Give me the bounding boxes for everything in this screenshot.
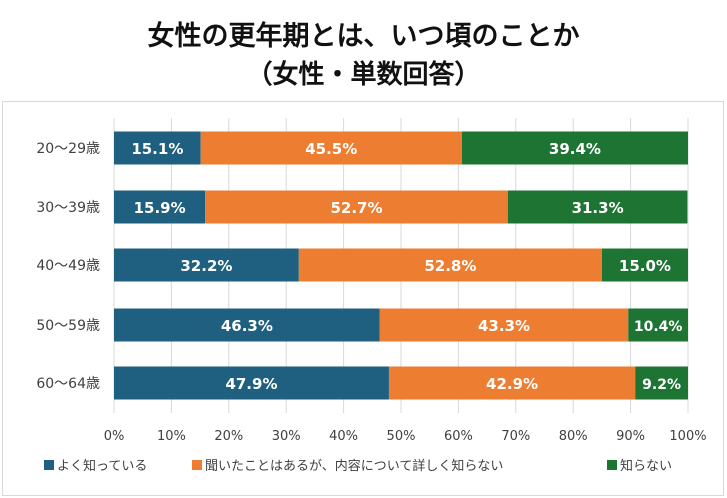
bar-segment: [635, 366, 688, 400]
legend-label: 知らない: [620, 458, 672, 474]
bar-segment: [628, 308, 688, 342]
x-tick-label: 50%: [387, 429, 416, 444]
bar-segment: [200, 131, 462, 165]
data-label: 31.3%: [572, 199, 624, 217]
bar-segment: [507, 190, 688, 224]
chart-title: 女性の更年期とは、いつ頃のことか （女性・単数回答）: [0, 0, 727, 96]
plot-area-frame: [2, 101, 724, 496]
legend-swatch: [607, 460, 617, 470]
data-label: 47.9%: [225, 375, 277, 393]
data-label: 15.9%: [134, 199, 186, 217]
data-label: 43.3%: [478, 317, 530, 335]
y-category-label: 40～49歳: [36, 258, 100, 274]
x-tick-label: 10%: [157, 429, 186, 444]
x-tick-label: 0%: [104, 429, 125, 444]
x-tick-label: 80%: [559, 429, 588, 444]
bar-segment: [114, 308, 380, 342]
data-label: 15.1%: [131, 140, 183, 158]
y-category-label: 50～59歳: [36, 318, 100, 334]
legend-swatch: [192, 460, 202, 470]
data-label: 32.2%: [180, 257, 232, 275]
data-label: 39.4%: [549, 140, 601, 158]
bar-segment: [114, 248, 299, 282]
bar-segment: [388, 366, 636, 400]
bar-segment: [114, 190, 206, 224]
data-label: 46.3%: [221, 317, 273, 335]
data-label: 42.9%: [486, 375, 538, 393]
x-tick-label: 70%: [501, 429, 530, 444]
data-label: 52.7%: [330, 199, 382, 217]
legend-label: 聞いたことはあるが、内容について詳しく知らない: [205, 458, 503, 474]
y-category-label: 20～29歳: [36, 141, 100, 157]
data-label: 45.5%: [305, 140, 357, 158]
data-label: 9.2%: [642, 377, 681, 393]
bar-segment: [298, 248, 602, 282]
x-tick-label: 20%: [214, 429, 243, 444]
chart-title-line2: （女性・単数回答）: [246, 60, 481, 90]
legend-swatch: [44, 460, 54, 470]
bar-segment: [601, 248, 688, 282]
chart-title-line1: 女性の更年期とは、いつ頃のことか: [147, 21, 580, 52]
legend-label: よく知っている: [57, 458, 147, 474]
x-tick-label: 30%: [272, 429, 301, 444]
bar-segment: [114, 366, 389, 400]
data-label: 10.4%: [634, 319, 683, 335]
x-tick-label: 90%: [616, 429, 645, 444]
x-tick-label: 100%: [669, 429, 706, 444]
y-category-label: 60～64歳: [36, 376, 100, 392]
bar-segment: [379, 308, 629, 342]
bar-segment: [114, 131, 201, 165]
bar-segment: [205, 190, 508, 224]
y-category-label: 30～39歳: [36, 200, 100, 216]
x-tick-label: 60%: [444, 429, 473, 444]
x-tick-label: 40%: [329, 429, 358, 444]
data-label: 52.8%: [424, 257, 476, 275]
bar-segment: [461, 131, 688, 165]
data-label: 15.0%: [619, 257, 671, 275]
